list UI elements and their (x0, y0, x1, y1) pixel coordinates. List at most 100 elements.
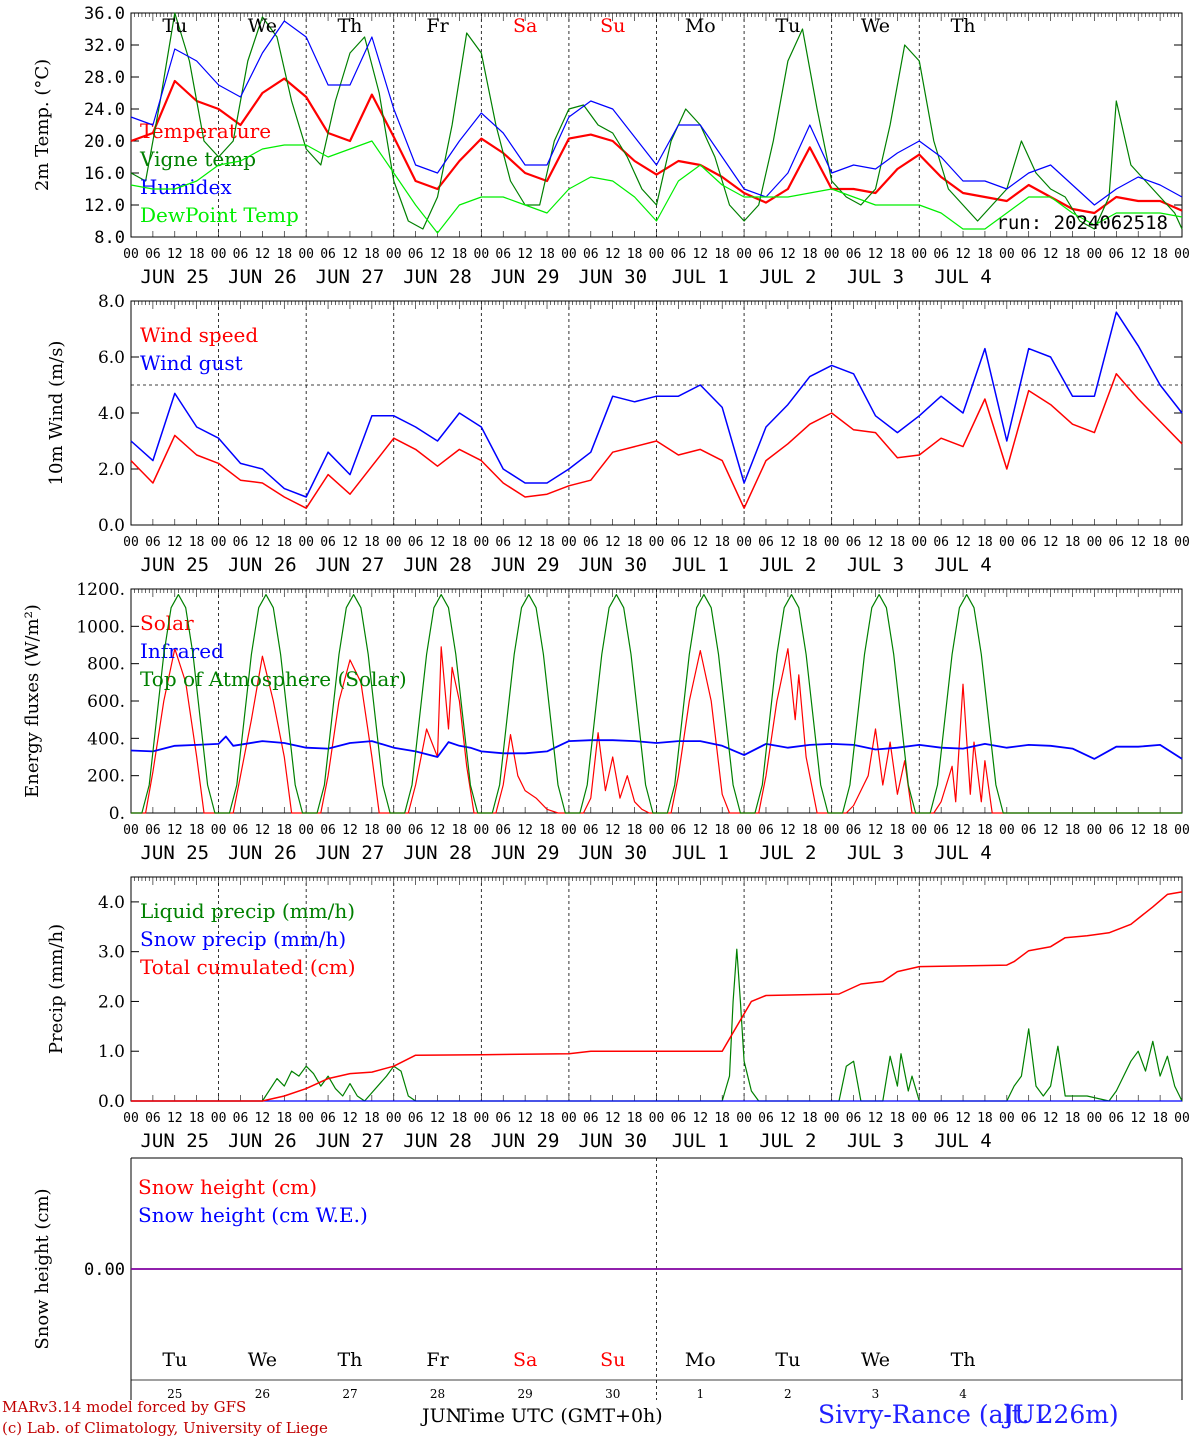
precip-hour-tick-label: 18 (1152, 1111, 1168, 1126)
wind-ylabel: 10m Wind (m/s) (46, 341, 67, 486)
temp-ytick-label: 12.0 (84, 196, 125, 216)
precip-hour-tick-label: 18 (189, 1111, 205, 1126)
temp-date-label: JUN 26 (228, 266, 297, 288)
precip-hour-tick-label: 00 (474, 1111, 490, 1126)
energy-hour-tick-label: 06 (495, 823, 511, 838)
energy-hour-tick-label: 00 (211, 823, 227, 838)
temp-hour-tick-label: 00 (1087, 247, 1103, 262)
precip-ytick-label: 2.0 (98, 992, 125, 1012)
temp-ytick-label: 32.0 (84, 36, 125, 56)
energy-hour-tick-label: 12 (255, 823, 271, 838)
wind-hour-tick-label: 12 (430, 535, 446, 550)
precip-hour-tick-label: 06 (583, 1111, 599, 1126)
snow-legend-item: Snow height (cm) (138, 1175, 317, 1199)
temp-hour-tick-label: 06 (846, 247, 862, 262)
temp-hour-tick-label: 06 (933, 247, 949, 262)
wind-hour-tick-label: 18 (890, 535, 906, 550)
wind-hour-tick-label: 12 (517, 535, 533, 550)
wind-hour-tick-label: 18 (452, 535, 468, 550)
energy-hour-tick-label: 18 (189, 823, 205, 838)
precip-date-label: JUN 29 (491, 1130, 560, 1152)
temp-legend-item: DewPoint Temp (140, 203, 299, 227)
precip-date-label: JUN 27 (316, 1130, 385, 1152)
precip-hour-tick-label: 18 (1065, 1111, 1081, 1126)
precip-hour-tick-label: 00 (561, 1111, 577, 1126)
wind-ytick-label: 0.0 (98, 516, 125, 536)
wind-hour-tick-label: 12 (868, 535, 884, 550)
precip-hour-tick-label: 12 (780, 1111, 796, 1126)
wind-hour-tick-label: 06 (320, 535, 336, 550)
energy-hour-tick-label: 06 (145, 823, 161, 838)
wind-hour-tick-label: 18 (1152, 535, 1168, 550)
temp-hour-tick-label: 18 (539, 247, 555, 262)
temp-legend-item: Temperature (140, 119, 271, 143)
temp-hour-tick-label: 00 (736, 247, 752, 262)
energy-ytick-label: 0. (109, 804, 125, 824)
precip-hour-tick-label: 18 (276, 1111, 292, 1126)
energy-hour-tick-label: 18 (364, 823, 380, 838)
energy-plot-frame (130, 588, 1183, 814)
wind-hour-tick-label: 00 (1174, 535, 1190, 550)
energy-hour-tick-label: 06 (408, 823, 424, 838)
top-day-label: Su (600, 15, 625, 37)
temp-ytick-label: 36.0 (84, 4, 125, 24)
precip-hour-tick-label: 12 (1130, 1111, 1146, 1126)
energy-date-label: JUN 27 (316, 842, 385, 864)
temp-date-label: JUL 2 (759, 266, 816, 288)
precip-date-label: JUL 1 (672, 1130, 729, 1152)
temp-hour-tick-label: 18 (276, 247, 292, 262)
temp-date-label: JUN 25 (140, 266, 209, 288)
temp-ytick-label: 8.0 (94, 228, 125, 248)
bottom-day-label: We (861, 1349, 890, 1371)
precip-hour-tick-label: 00 (649, 1111, 665, 1126)
temp-run-label: run: 2024062518 (996, 212, 1168, 234)
temp-hour-tick-label: 00 (561, 247, 577, 262)
wind-hour-tick-label: 12 (1043, 535, 1059, 550)
energy-hour-tick-label: 18 (1152, 823, 1168, 838)
precip-hour-tick-label: 12 (868, 1111, 884, 1126)
top-day-label: Th (337, 15, 362, 37)
precip-legend-item: Liquid precip (mm/h) (140, 899, 355, 923)
precip-hour-tick-label: 18 (364, 1111, 380, 1126)
wind-plot-frame (130, 300, 1183, 526)
bottom-day-label: Th (951, 1349, 976, 1371)
temp-hour-tick-label: 06 (758, 247, 774, 262)
temp-hour-tick-label: 06 (408, 247, 424, 262)
bottom-day-label: Fr (426, 1349, 449, 1371)
energy-date-label: JUN 30 (578, 842, 647, 864)
wind-hour-tick-label: 06 (758, 535, 774, 550)
energy-hour-tick-label: 06 (671, 823, 687, 838)
energy-date-label: JUL 4 (934, 842, 991, 864)
precip-series-total-cumulated-cm- (131, 891, 1183, 1102)
energy-legend-item: Infrared (140, 639, 224, 663)
energy-hour-tick-label: 00 (1087, 823, 1103, 838)
precip-legend-item: Total cumulated (cm) (140, 955, 356, 979)
energy-hour-tick-label: 00 (474, 823, 490, 838)
temp-hour-tick-label: 12 (342, 247, 358, 262)
temp-hour-tick-label: 12 (430, 247, 446, 262)
wind-date-label: JUN 29 (491, 554, 560, 576)
temp-series-dewpoint-temp (130, 140, 1183, 234)
wind-hour-tick-label: 12 (955, 535, 971, 550)
energy-hour-tick-label: 12 (1130, 823, 1146, 838)
energy-hour-tick-label: 00 (386, 823, 402, 838)
energy-hour-tick-label: 18 (452, 823, 468, 838)
wind-date-label: JUN 30 (578, 554, 647, 576)
temp-hour-tick-label: 18 (977, 247, 993, 262)
precip-hour-tick-label: 06 (758, 1111, 774, 1126)
temp-hour-tick-label: 12 (1043, 247, 1059, 262)
bottom-date-number: 3 (872, 1387, 880, 1401)
energy-hour-tick-label: 00 (736, 823, 752, 838)
bottom-day-label: We (248, 1349, 277, 1371)
energy-date-label: JUN 28 (403, 842, 472, 864)
energy-ytick-label: 800. (87, 655, 125, 675)
temp-hour-tick-label: 12 (780, 247, 796, 262)
x-axis-title: Time UTC (GMT+0h) (457, 1405, 663, 1427)
precip-hour-tick-label: 06 (320, 1111, 336, 1126)
wind-legend-item: Wind gust (140, 351, 243, 375)
wind-ytick-label: 6.0 (98, 348, 125, 368)
top-day-label: We (248, 15, 277, 37)
temp-hour-tick-label: 18 (1152, 247, 1168, 262)
station-name: Sivry-Rance (alt. 226m) (818, 1400, 1119, 1429)
temp-hour-tick-label: 12 (955, 247, 971, 262)
